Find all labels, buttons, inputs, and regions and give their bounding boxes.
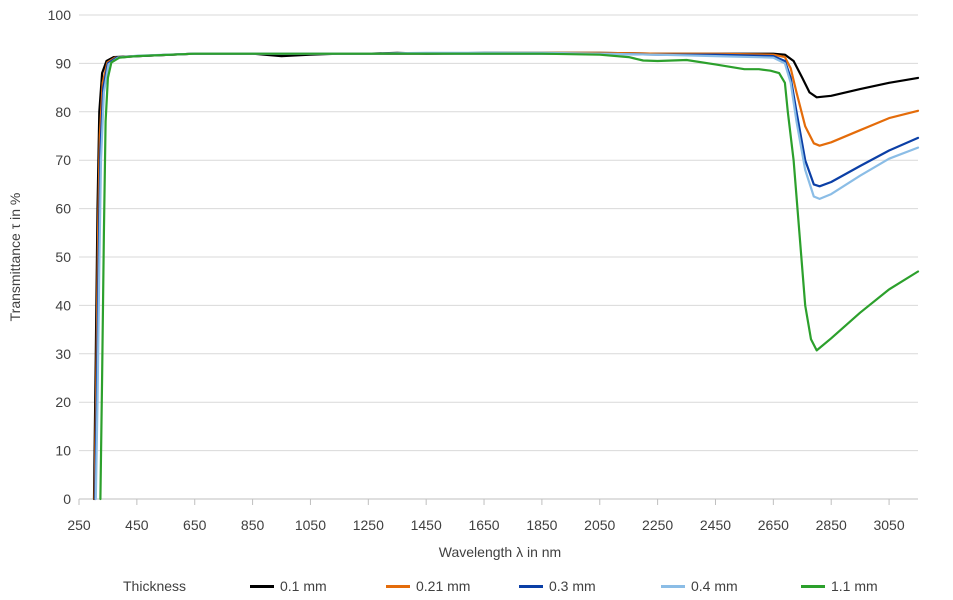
y-tick-label: 100 <box>48 7 72 23</box>
legend-swatch <box>801 584 825 588</box>
series-line-3 <box>94 51 920 501</box>
legend-item: 1.1 mm <box>801 578 878 594</box>
x-tick-label: 1050 <box>295 517 326 533</box>
legend-swatch <box>661 584 685 588</box>
y-tick-labels: 0 10 20 30 40 50 60 70 80 90 100 <box>48 7 72 507</box>
x-tick-label: 2450 <box>700 517 731 533</box>
x-tick-label: 650 <box>183 517 207 533</box>
series-line-1 <box>93 51 920 501</box>
x-tick-label: 450 <box>125 517 149 533</box>
legend-item: 0.3 mm <box>519 578 596 594</box>
legend-swatch <box>519 584 543 588</box>
legend-label: 1.1 mm <box>831 578 878 594</box>
y-tick-label: 40 <box>55 297 71 313</box>
legend-label: 0.1 mm <box>280 578 327 594</box>
legend-item: 0.21 mm <box>386 578 470 594</box>
y-tick-label: 30 <box>55 346 71 362</box>
y-tick-label: 90 <box>55 55 71 71</box>
x-tick-label: 850 <box>241 517 265 533</box>
legend-swatch <box>386 584 410 588</box>
series-line-2 <box>94 52 920 501</box>
legend-label: 0.21 mm <box>416 578 471 594</box>
x-tick-label: 1650 <box>468 517 499 533</box>
x-tick-label: 2850 <box>816 517 847 533</box>
x-tick-label: 2650 <box>758 517 789 533</box>
x-tick-label: 3050 <box>873 517 904 533</box>
legend-label: 0.3 mm <box>549 578 596 594</box>
y-tick-label: 10 <box>55 443 71 459</box>
y-tick-label: 50 <box>55 249 71 265</box>
x-axis-title: Wavelength λ in nm <box>439 544 561 560</box>
series-lines <box>92 51 920 501</box>
legend-swatch <box>250 584 274 588</box>
legend-title: Thickness <box>123 578 187 594</box>
x-tick-label: 1250 <box>353 517 384 533</box>
y-tick-label: 60 <box>55 201 71 217</box>
series-line-0 <box>92 51 920 501</box>
grid-lines <box>79 14 918 452</box>
x-tick-labels: 250 450 650 850 1050 1250 1450 1650 1850 2050 2250… <box>67 517 905 533</box>
x-tick-label: 2050 <box>584 517 615 533</box>
axes <box>78 498 918 505</box>
x-tick-label: 250 <box>67 517 91 533</box>
x-tick-label: 1850 <box>526 517 557 533</box>
x-tick-label: 2250 <box>642 517 673 533</box>
series-line-4 <box>99 52 920 501</box>
y-tick-label: 0 <box>63 491 71 507</box>
y-tick-label: 80 <box>55 104 71 120</box>
y-tick-label: 70 <box>55 152 71 168</box>
legend-item: 0.4 mm <box>661 578 738 594</box>
legend-item: 0.1 mm <box>250 578 327 594</box>
x-tick-label: 1450 <box>411 517 442 533</box>
legend: Thickness 0.1 mm 0.21 mm 0.3 mm 0.4 mm 1.1 m… <box>0 568 953 598</box>
y-tick-label: 20 <box>55 394 71 410</box>
y-axis-title: Transmittance τ in % <box>7 193 23 322</box>
legend-label: 0.4 mm <box>691 578 738 594</box>
